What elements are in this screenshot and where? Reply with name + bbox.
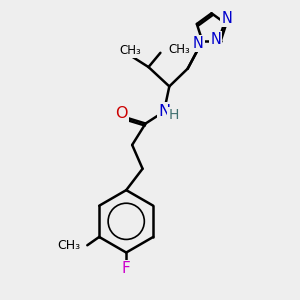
- Text: CH₃: CH₃: [120, 44, 142, 57]
- Text: N: N: [210, 32, 221, 47]
- Text: N: N: [158, 103, 170, 118]
- Text: CH₃: CH₃: [58, 239, 81, 252]
- Text: F: F: [122, 261, 130, 276]
- Text: N: N: [221, 11, 232, 26]
- Text: O: O: [116, 106, 128, 121]
- Text: H: H: [168, 108, 179, 122]
- Text: CH₃: CH₃: [169, 43, 190, 56]
- Text: N: N: [193, 36, 204, 51]
